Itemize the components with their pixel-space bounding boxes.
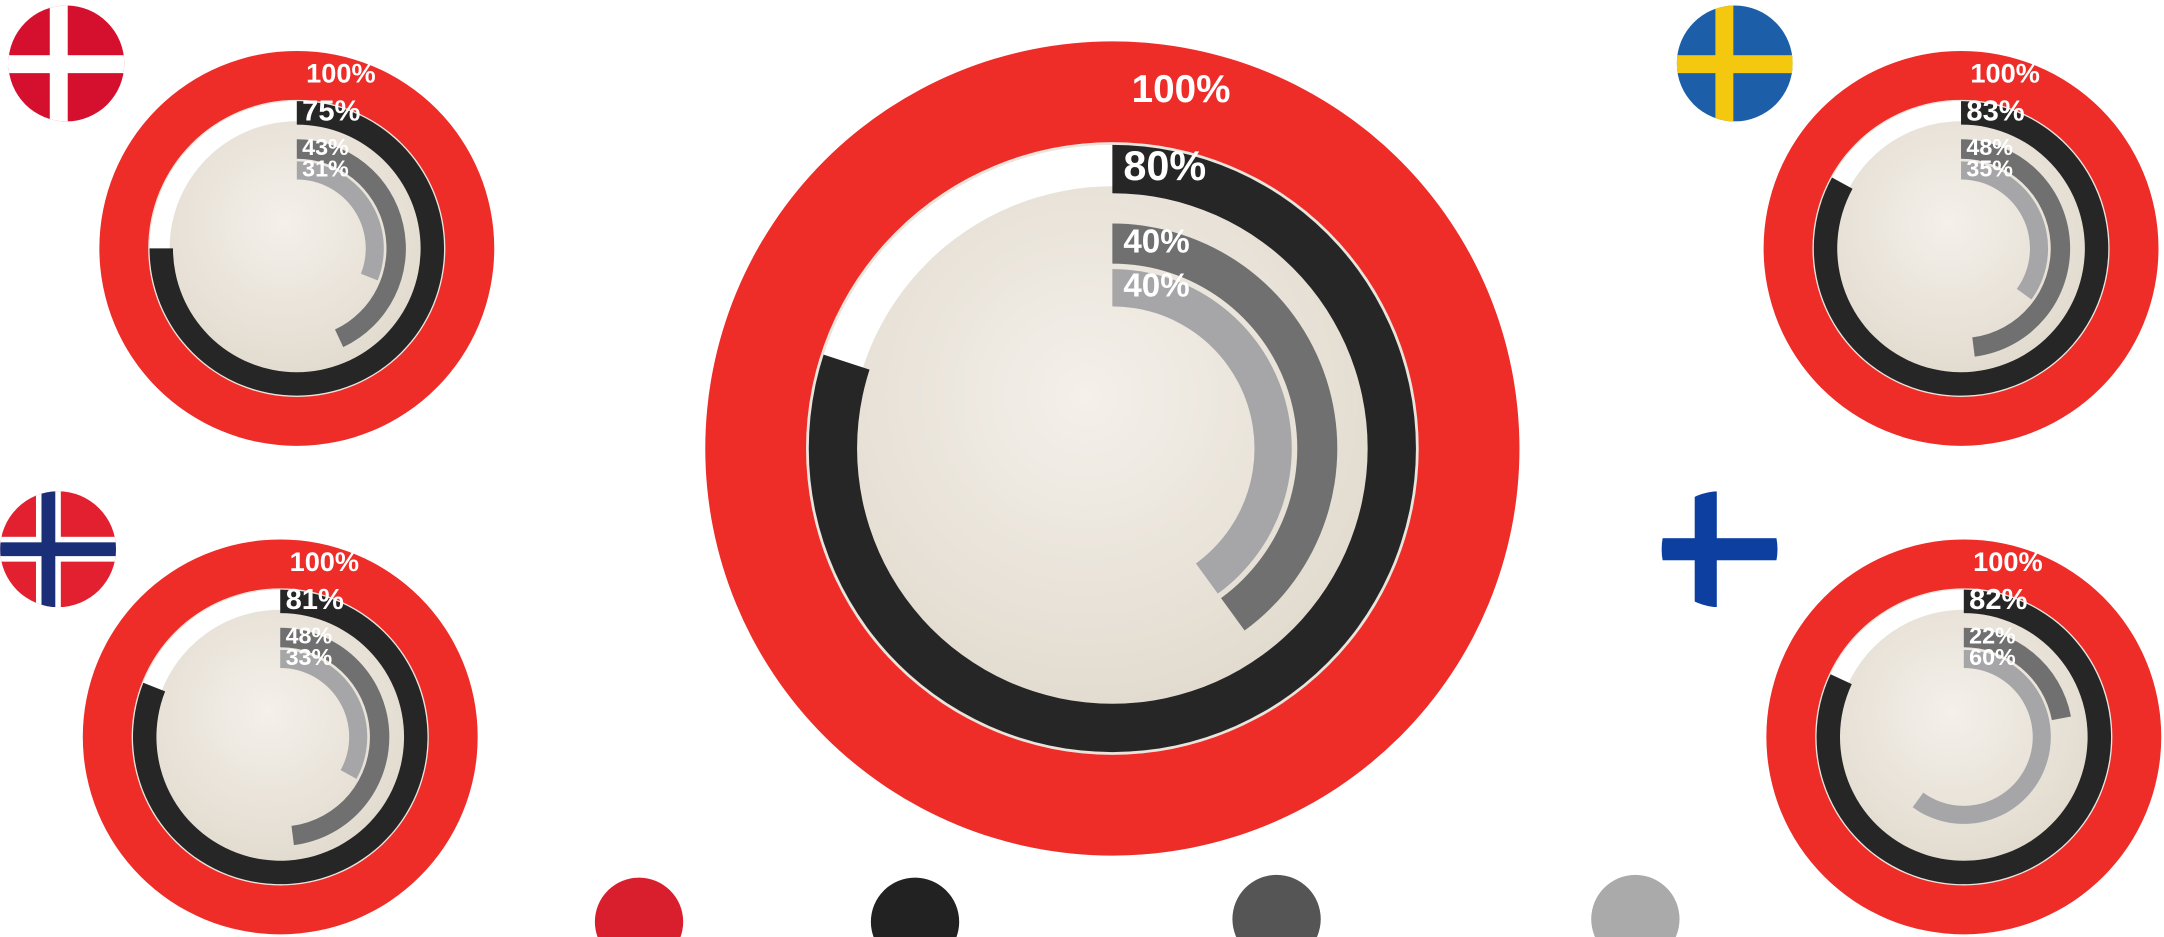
value-label: 100%	[1970, 58, 2039, 89]
value-label: 100%	[290, 546, 359, 577]
value-label: 40%	[1123, 223, 1189, 260]
value-label: 80%	[1123, 143, 1206, 189]
value-label: 31%	[302, 156, 349, 182]
ring-bar	[280, 649, 368, 779]
radial-chart: 100% 75% 43%31%	[99, 50, 495, 446]
ring-bar	[1112, 223, 1338, 631]
value-label: 48%	[286, 623, 333, 649]
legend-dot	[870, 877, 960, 937]
ring-bar	[1963, 627, 2071, 721]
value-label: 43%	[302, 134, 349, 160]
value-label: 81%	[286, 584, 344, 616]
legend-icons	[594, 874, 1680, 937]
ring-bar	[1961, 161, 2049, 300]
ring-bar	[1912, 649, 2051, 824]
radial-chart: 100% 82% 22%60%	[1766, 539, 2162, 935]
value-label: 22%	[1969, 623, 2016, 649]
ring-bar	[1961, 139, 2071, 357]
flag-finland	[1661, 491, 1778, 608]
value-label: 100%	[306, 58, 375, 89]
legend-dot	[594, 877, 684, 937]
value-label: 75%	[302, 96, 360, 128]
value-label: 40%	[1123, 267, 1189, 304]
value-label: 48%	[1966, 134, 2013, 160]
ring-bar	[280, 627, 390, 846]
ring-bar	[296, 161, 384, 281]
value-label: 82%	[1969, 584, 2027, 616]
value-label: 60%	[1969, 644, 2016, 670]
flag-sweden	[1676, 5, 1793, 122]
legend-dot	[1232, 874, 1321, 937]
flag-denmark	[8, 5, 125, 122]
value-label: 83%	[1966, 96, 2024, 128]
radial-chart: 100% 80% 40% 40%	[705, 41, 1520, 856]
value-label: 100%	[1132, 68, 1231, 111]
value-label: 33%	[286, 644, 333, 670]
radial-chart: 100% 81% 48%33%	[82, 539, 478, 935]
ring-bar	[1112, 269, 1292, 594]
radial-chart: 100% 83% 48%35%	[1763, 50, 2159, 446]
ring-bar	[296, 139, 406, 348]
legend-dot	[1591, 874, 1680, 937]
value-label: 35%	[1966, 156, 2013, 182]
flag-norway	[0, 491, 117, 608]
value-label: 100%	[1973, 546, 2042, 577]
